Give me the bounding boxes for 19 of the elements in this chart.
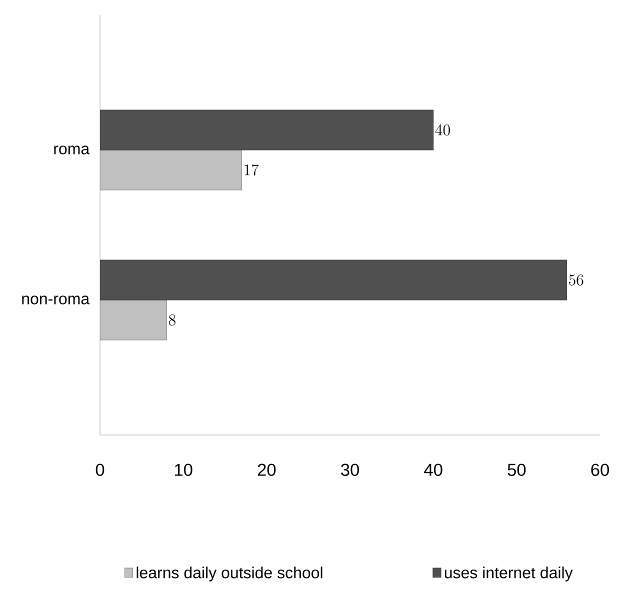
legend-label: uses internet daily — [444, 566, 573, 582]
x-tick-label: 60 — [591, 464, 609, 476]
data-label: 40 — [435, 124, 450, 136]
x-tick-label: 40 — [424, 464, 442, 476]
bar — [100, 150, 242, 190]
data-label: 17 — [244, 164, 259, 176]
data-label: 56 — [569, 274, 584, 286]
x-tick-label: 50 — [508, 464, 526, 476]
legend-label: learns daily outside school — [136, 566, 322, 582]
y-tick-label: roma — [54, 146, 90, 154]
x-tick-label: 30 — [341, 464, 359, 476]
bar — [100, 260, 567, 300]
x-tick-label: 10 — [175, 464, 192, 476]
bar — [100, 300, 167, 340]
x-tick-label: 0 — [96, 464, 104, 476]
bar — [100, 110, 434, 150]
x-tick-label: 20 — [258, 464, 276, 476]
y-tick-label: non-roma — [22, 296, 90, 304]
data-label: 8 — [168, 314, 176, 326]
